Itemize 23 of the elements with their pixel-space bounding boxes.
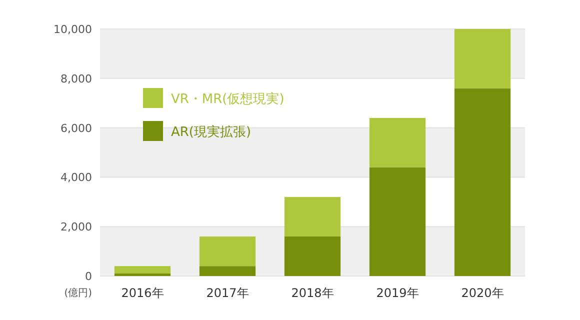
x-tick-label: 2020年: [461, 286, 504, 300]
y-tick-label: 10,000: [54, 23, 92, 36]
legend-label: VR・MR(仮想現実): [171, 91, 284, 107]
x-tick-label: 2017年: [206, 286, 249, 300]
y-tick-label: 0: [85, 270, 92, 283]
y-tick-label: 8,000: [60, 72, 92, 86]
x-tick-label: 2016年: [121, 286, 164, 300]
x-tick-label: 2019年: [376, 286, 419, 300]
bar: [454, 29, 511, 88]
bar: [114, 266, 171, 274]
x-tick-label: 2018年: [291, 286, 334, 300]
bar: [454, 88, 511, 276]
bar: [284, 196, 341, 236]
bar: [369, 167, 426, 276]
y-tick-label: 6,000: [60, 122, 92, 135]
y-tick-label: 4,000: [60, 171, 92, 184]
y-tick-label: 2,000: [60, 220, 92, 234]
bar: [199, 266, 256, 276]
y-axis-title: (億円): [64, 287, 92, 299]
legend-label: AR(現実拡張): [171, 124, 252, 140]
bar: [199, 236, 256, 266]
bar: [284, 236, 341, 276]
bar: [369, 118, 426, 168]
